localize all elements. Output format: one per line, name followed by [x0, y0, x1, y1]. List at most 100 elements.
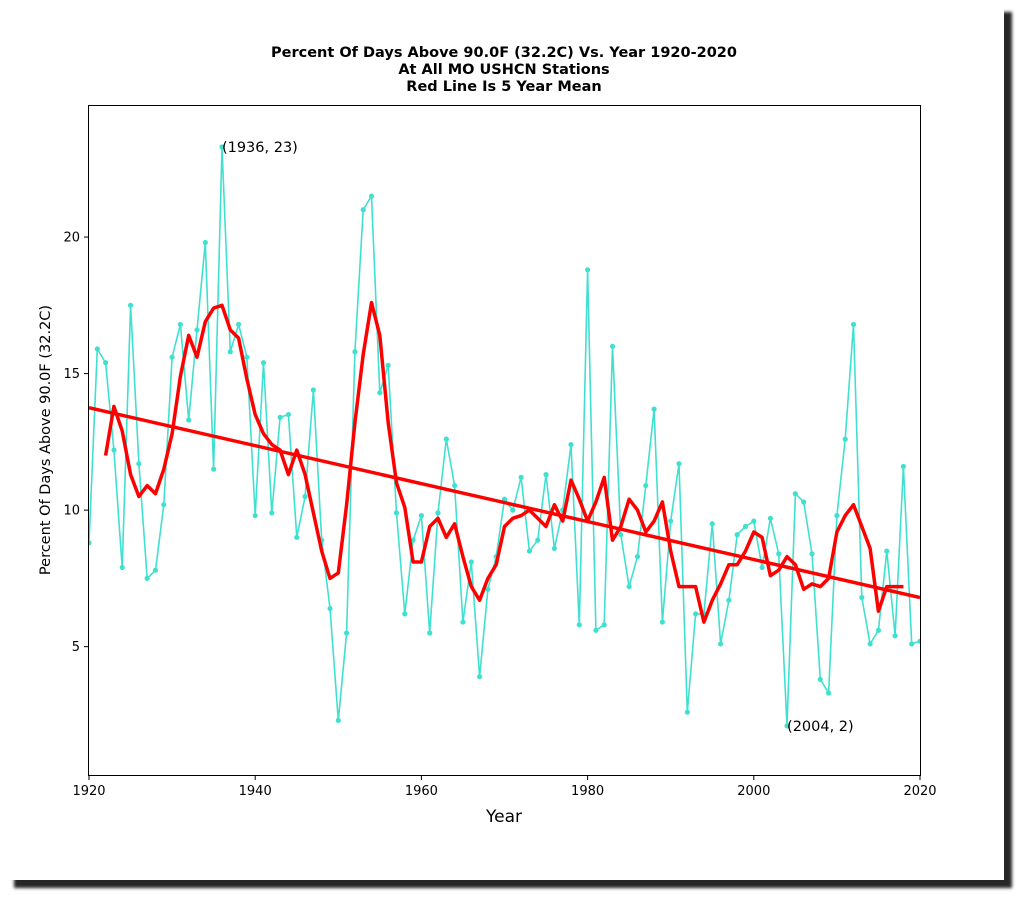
- annual-data-point: [285, 411, 292, 418]
- y-tick-label: 20: [63, 231, 80, 246]
- annual-data-point: [900, 463, 906, 470]
- annual-data-point: [385, 362, 391, 369]
- figure-frame: [6, 4, 1004, 880]
- annual-data-point: [875, 627, 882, 633]
- x-tick-label: 2020: [903, 784, 936, 799]
- chart-title-line-2: At All MO USHCN Stations: [398, 62, 609, 78]
- annual-data-point: [427, 630, 433, 636]
- axis-ticks: 1920 1940 1960 1980 2000 2020 5 10 15 20: [63, 231, 936, 799]
- x-tick-label: 1940: [239, 784, 272, 799]
- annual-data-point: [684, 709, 690, 715]
- annual-data-point: [294, 534, 300, 541]
- y-axis-label: Percent Of Days Above 90.0F (32.2C): [38, 305, 54, 575]
- annual-data-point: [809, 551, 815, 557]
- annual-data-point: [634, 553, 641, 560]
- plot-area: [89, 144, 920, 729]
- annual-data-point: [618, 532, 624, 538]
- annual-data-point: [551, 545, 557, 551]
- annual-data-point: [751, 518, 757, 524]
- annual-data-point: [252, 512, 258, 519]
- x-tick-label: 1960: [405, 784, 438, 799]
- annual-data-point: [452, 482, 458, 489]
- annual-data-point: [867, 641, 873, 647]
- annual-data-point: [759, 564, 765, 571]
- annual-data-point: [368, 193, 375, 199]
- annual-data-point: [801, 499, 807, 505]
- point-annotation: (2004, 2): [787, 719, 854, 735]
- annual-data-point: [709, 521, 715, 527]
- annual-data-point: [518, 474, 524, 480]
- annual-data-point: [526, 548, 533, 554]
- annual-data-point: [568, 441, 574, 448]
- annual-data-point: [626, 583, 632, 590]
- annual-data-point: [152, 567, 159, 573]
- annual-data-point: [111, 447, 117, 453]
- annual-data-point: [103, 360, 109, 366]
- annual-data-point: [402, 611, 408, 617]
- annual-data-point: [643, 482, 649, 489]
- annual-data-point: [89, 540, 92, 546]
- annual-data-point: [302, 493, 308, 500]
- annual-data-point: [418, 512, 424, 519]
- annual-data-point: [377, 390, 383, 396]
- point-annotation: (1936, 23): [222, 140, 298, 156]
- annual-data-point: [834, 512, 840, 519]
- annual-data-point: [269, 510, 275, 516]
- annual-data-point: [917, 638, 920, 644]
- annual-data-point: [609, 343, 616, 349]
- annual-data-point: [742, 523, 749, 530]
- annual-data-point: [576, 622, 582, 628]
- annual-data-point: [443, 436, 449, 442]
- annual-data-point: [244, 354, 250, 360]
- annual-data-point: [194, 327, 200, 333]
- x-tick-label: 1980: [571, 784, 604, 799]
- annual-data-point: [659, 619, 665, 625]
- annual-data-point: [734, 532, 740, 538]
- annual-data-point: [161, 502, 167, 508]
- annual-data-point: [202, 239, 208, 246]
- annual-data-point: [792, 491, 798, 497]
- annual-data-point: [543, 472, 549, 478]
- y-tick-label: 10: [63, 504, 80, 519]
- annual-data-point: [859, 594, 865, 601]
- y-tick-label: 5: [72, 640, 80, 655]
- annual-data-point: [119, 564, 125, 571]
- annual-data-point: [260, 360, 267, 366]
- annual-data-point: [435, 510, 441, 516]
- annual-data-point: [668, 518, 674, 524]
- annual-data-point: [227, 349, 233, 355]
- annual-data-point: [460, 619, 466, 625]
- annual-data-point: [344, 630, 350, 636]
- annual-data-point: [693, 611, 699, 617]
- annual-data-point: [651, 406, 657, 412]
- annual-data-point: [144, 575, 150, 581]
- annual-data-point: [211, 466, 217, 472]
- annual-data-point: [842, 436, 848, 442]
- annual-data-point: [476, 674, 483, 680]
- five-year-mean-line: [103, 300, 904, 624]
- annual-data-point: [909, 641, 915, 647]
- annual-data-point: [776, 551, 782, 557]
- annual-data-point: [277, 414, 283, 420]
- annual-data-point: [535, 537, 541, 543]
- annual-data-point: [136, 461, 142, 467]
- annual-data-point: [784, 723, 790, 729]
- annual-data-point: [393, 510, 400, 516]
- chart-title-line-3: Red Line Is 5 Year Mean: [406, 79, 601, 95]
- annual-data-point: [177, 321, 184, 328]
- annual-data-point: [310, 387, 316, 393]
- annual-data-point: [352, 349, 358, 355]
- annual-data-point: [717, 641, 724, 647]
- annual-data-point: [825, 690, 832, 696]
- annual-data-point: [726, 597, 732, 603]
- annual-data-point: [169, 354, 175, 360]
- annual-data-point: [235, 321, 242, 328]
- annual-data-point: [127, 302, 134, 308]
- annual-data-point: [767, 515, 774, 521]
- annual-data-point: [327, 605, 333, 612]
- annual-data-point: [884, 548, 890, 554]
- annual-data-point: [485, 586, 491, 592]
- annual-data-point: [850, 321, 857, 328]
- x-tick-label: 2000: [737, 784, 770, 799]
